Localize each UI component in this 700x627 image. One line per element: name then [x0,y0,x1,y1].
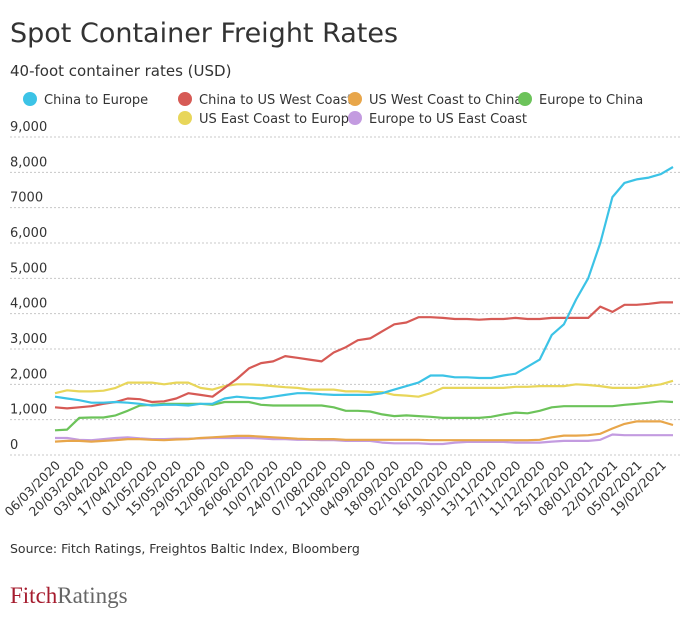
legend-label: China to US West Coast [199,93,352,108]
legend-label: Europe to China [539,93,643,108]
y-tick-label: 1,000 [10,403,47,418]
y-tick-label: 9,000 [10,120,47,135]
y-tick-label: 7000 [10,191,43,206]
series-line [54,420,674,443]
legend-swatch [178,111,192,125]
legend-swatch [348,92,362,106]
y-tick-label: 3,000 [10,332,47,347]
y-tick-label: 6,000 [10,226,47,241]
legend-label: China to Europe [44,93,148,108]
logo: FitchRatings [10,583,128,608]
y-tick-label: 2,000 [10,367,47,382]
series-line [54,379,674,398]
legend-swatch [348,111,362,125]
legend-swatch [23,92,37,106]
y-tick-label: 0 [10,438,18,453]
y-tick-label: 5,000 [10,261,47,276]
series-line [54,166,674,407]
legend-label: US East Coast to Europe [199,112,357,127]
series-line [54,301,673,410]
y-tick-label: 4,000 [10,297,47,312]
chart-title: Spot Container Freight Rates [10,18,398,49]
legend-swatch [518,92,532,106]
legend-label: US West Coast to China [369,93,522,108]
logo-fitch: Fitch [10,583,58,608]
legend-label: Europe to US East Coast [369,112,527,127]
source-note: Source: Fitch Ratings, Freightos Baltic … [10,541,360,556]
legend-swatch [178,92,192,106]
y-tick-label: 8,000 [10,155,47,170]
logo-ratings: Ratings [57,583,127,608]
chart-subtitle: 40-foot container rates (USD) [10,62,231,80]
